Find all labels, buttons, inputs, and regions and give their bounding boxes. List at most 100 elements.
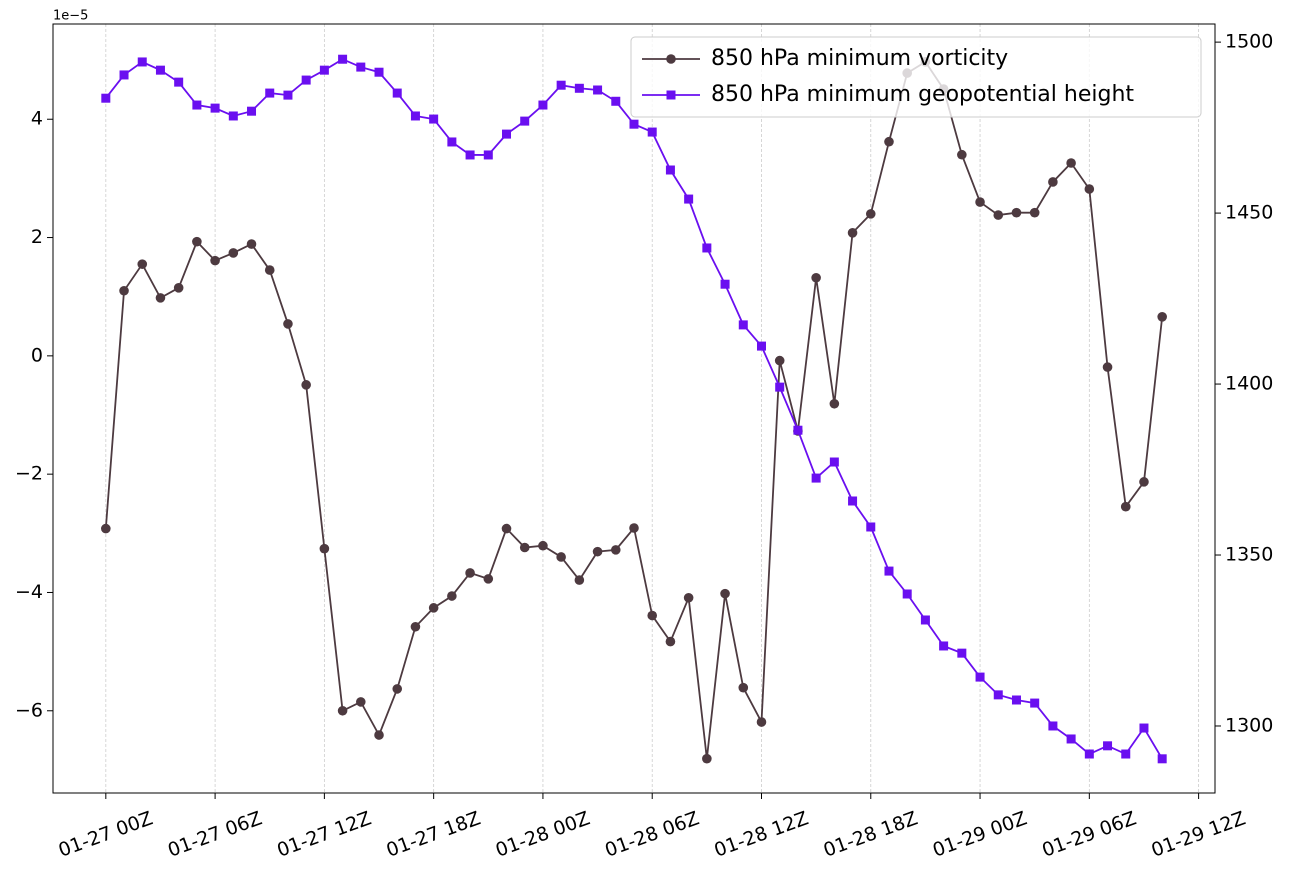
marker: [1066, 734, 1076, 744]
marker: [1120, 501, 1131, 512]
marker: [610, 545, 621, 555]
marker: [374, 730, 384, 740]
marker: [920, 615, 930, 625]
marker: [647, 610, 658, 621]
y-tick-label: 2: [31, 226, 43, 248]
marker: [629, 119, 639, 129]
legend-marker: [666, 90, 676, 100]
marker: [574, 83, 584, 93]
marker: [775, 382, 785, 392]
marker: [265, 88, 275, 98]
marker: [993, 210, 1004, 220]
marker: [1066, 158, 1076, 168]
y2-tick-label: 1450: [1225, 202, 1273, 224]
y-tick-label: 4: [31, 108, 43, 130]
marker: [447, 137, 457, 147]
marker: [1029, 207, 1040, 218]
marker: [738, 320, 748, 330]
x-tick-label: 01-29 06Z: [1039, 807, 1139, 861]
legend-label: 850 hPa minimum geopotential height: [711, 82, 1134, 107]
marker: [884, 566, 894, 576]
marker: [374, 67, 384, 77]
marker: [1139, 723, 1149, 733]
x-tick-label: 01-29 00Z: [930, 807, 1030, 861]
marker: [410, 621, 421, 632]
marker: [811, 272, 821, 283]
marker: [264, 265, 275, 275]
marker: [1011, 695, 1021, 705]
marker: [119, 70, 129, 80]
x-tick-label: 01-27 18Z: [383, 807, 483, 861]
marker: [556, 552, 566, 562]
plot-frame: [52, 23, 1216, 794]
y2-tick-label: 1400: [1225, 373, 1273, 395]
marker: [1103, 741, 1113, 751]
marker: [702, 753, 712, 764]
marker: [866, 522, 876, 532]
marker: [629, 523, 639, 533]
marker: [520, 116, 530, 126]
marker: [939, 641, 949, 651]
marker: [684, 194, 694, 204]
marker: [283, 319, 293, 329]
x-tick-label: 01-28 06Z: [602, 807, 702, 861]
marker: [519, 542, 530, 553]
marker: [210, 103, 220, 113]
marker: [829, 398, 840, 409]
marker: [392, 684, 403, 694]
marker: [192, 236, 202, 247]
marker: [174, 77, 184, 87]
marker: [665, 636, 676, 647]
marker: [356, 62, 366, 72]
marker: [1102, 362, 1113, 372]
marker: [556, 80, 566, 90]
marker: [192, 100, 202, 110]
x-tick-label: 01-27 00Z: [56, 807, 156, 861]
marker: [1157, 312, 1167, 322]
marker: [975, 672, 985, 682]
marker: [593, 85, 603, 95]
y-tick-label: 0: [31, 344, 43, 366]
marker: [1139, 477, 1149, 487]
marker: [993, 690, 1003, 700]
y-offset-label: 1e−5: [53, 9, 88, 24]
marker: [1084, 184, 1095, 194]
marker: [502, 129, 512, 139]
marker: [101, 523, 111, 534]
marker: [902, 589, 912, 599]
y2-tick-label: 1500: [1225, 31, 1273, 53]
y2-tick-label: 1300: [1225, 714, 1273, 736]
marker: [210, 255, 220, 266]
marker: [338, 54, 348, 64]
marker: [119, 285, 129, 296]
x-tick-label: 01-28 18Z: [821, 807, 921, 861]
marker: [301, 380, 311, 390]
marker: [228, 111, 238, 121]
marker: [756, 717, 767, 727]
marker: [319, 65, 329, 75]
marker: [483, 574, 494, 584]
marker: [1048, 177, 1058, 187]
marker: [501, 523, 512, 534]
marker: [1121, 749, 1131, 759]
marker: [392, 88, 402, 98]
x-tick-label: 01-28 12Z: [711, 807, 811, 861]
marker: [337, 705, 348, 716]
marker: [574, 575, 585, 585]
marker: [283, 90, 293, 100]
marker: [683, 592, 694, 603]
marker: [1048, 721, 1058, 731]
marker: [774, 355, 785, 366]
marker: [246, 239, 257, 249]
marker: [465, 568, 475, 578]
marker: [538, 540, 548, 551]
marker: [410, 111, 420, 121]
x-tick-label: 01-27 12Z: [274, 807, 374, 861]
y-tick-label: −6: [15, 699, 43, 721]
marker: [847, 228, 858, 238]
marker: [173, 283, 184, 293]
marker: [428, 603, 439, 613]
marker: [1157, 754, 1167, 764]
